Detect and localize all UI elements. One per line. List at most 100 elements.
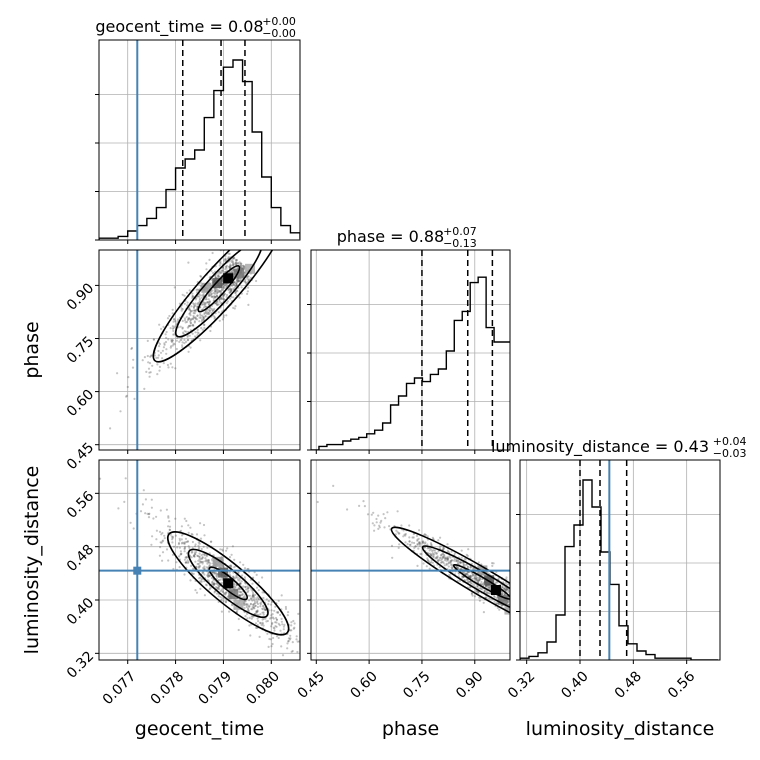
sample-point: [203, 326, 206, 329]
sample-point: [483, 590, 486, 594]
sample-point: [178, 546, 181, 549]
sample-point: [217, 586, 220, 589]
sample-point: [512, 590, 514, 592]
sample-point: [237, 262, 240, 265]
sample-point: [295, 638, 298, 641]
sample-point: [164, 340, 168, 344]
sample-point: [126, 385, 129, 389]
sample-point: [171, 536, 174, 540]
sample-point: [192, 314, 195, 317]
sample-point: [238, 279, 241, 283]
sample-point: [472, 573, 475, 577]
sample-point: [224, 593, 227, 596]
sample-point: [478, 599, 481, 602]
x-tick-label-phase: 0.75: [400, 668, 433, 701]
sample-point: [255, 573, 258, 577]
sample-point: [231, 283, 234, 286]
sample-point: [212, 297, 215, 300]
sample-point: [188, 324, 191, 327]
sample-point: [216, 586, 220, 589]
sample-point: [432, 549, 435, 552]
sample-point: [262, 611, 265, 614]
sample-point: [408, 543, 411, 546]
sample-point: [474, 575, 477, 578]
sample-point: [215, 574, 218, 577]
sample-point: [201, 556, 204, 559]
sample-point: [462, 576, 465, 579]
sample-point: [259, 605, 262, 608]
sample-point: [208, 311, 211, 314]
sample-point: [225, 265, 228, 268]
sample-point: [129, 521, 132, 524]
sample-point: [242, 264, 245, 268]
sample-point: [480, 580, 483, 584]
sample-point: [239, 591, 242, 594]
sample-point: [193, 555, 196, 558]
sample-point: [439, 536, 442, 539]
sample-point: [184, 321, 187, 324]
sample-point: [203, 554, 206, 557]
sample-point: [483, 590, 486, 593]
sample-point: [440, 561, 443, 564]
sample-point: [199, 537, 203, 540]
sample-point: [504, 581, 508, 585]
sample-point: [232, 575, 235, 578]
sample-point: [158, 365, 161, 368]
sample-point: [205, 268, 208, 271]
sample-point: [185, 291, 189, 294]
sample-point: [277, 636, 280, 640]
y-tick-label-phase: 0.90: [64, 280, 97, 313]
sample-point: [187, 338, 190, 341]
sample-point: [515, 595, 517, 597]
sample-point: [201, 556, 204, 560]
sample-point: [458, 561, 462, 564]
sample-point: [180, 552, 183, 556]
sample-point: [501, 592, 504, 595]
sample-point: [226, 547, 229, 550]
density-cell: [233, 599, 244, 610]
sample-point: [233, 558, 236, 561]
sample-point: [222, 294, 226, 297]
x-axis-label-geocent_time: geocent_time: [135, 718, 264, 740]
sample-point: [441, 555, 444, 559]
sample-point: [216, 291, 219, 294]
sample-point: [183, 550, 186, 553]
sample-point: [218, 319, 221, 322]
sample-point: [167, 525, 170, 528]
sample-point: [469, 575, 472, 578]
sample-point: [505, 576, 508, 579]
sample-point: [371, 522, 374, 525]
sample-point: [184, 556, 187, 559]
sample-point: [189, 321, 192, 324]
sample-point: [256, 617, 259, 620]
sample-point: [396, 531, 399, 534]
sample-point: [208, 258, 211, 261]
sample-point: [196, 334, 199, 337]
x-tick-label-luminosity_distance: 0.32: [505, 668, 538, 701]
sample-point: [171, 366, 174, 369]
sample-point: [248, 278, 251, 281]
sample-point: [238, 296, 241, 299]
sample-point: [192, 554, 196, 557]
sample-point: [435, 556, 438, 559]
sample-point: [232, 264, 235, 267]
sample-point: [421, 540, 424, 544]
sample-point: [430, 554, 433, 557]
sample-point: [475, 574, 478, 577]
sample-point: [496, 581, 499, 584]
sample-point: [185, 540, 188, 544]
sample-point: [457, 561, 460, 564]
sample-point: [199, 274, 202, 278]
sample-point: [202, 318, 205, 321]
x-tick-label-phase: 0.45: [295, 668, 328, 701]
sample-point: [234, 263, 237, 266]
sample-point: [247, 589, 250, 592]
sample-point: [511, 594, 513, 596]
sample-point: [239, 594, 242, 597]
sample-point: [289, 637, 292, 640]
sample-point: [215, 572, 218, 575]
sample-point: [239, 582, 242, 586]
sample-point: [375, 521, 378, 524]
sample-point: [255, 610, 258, 614]
